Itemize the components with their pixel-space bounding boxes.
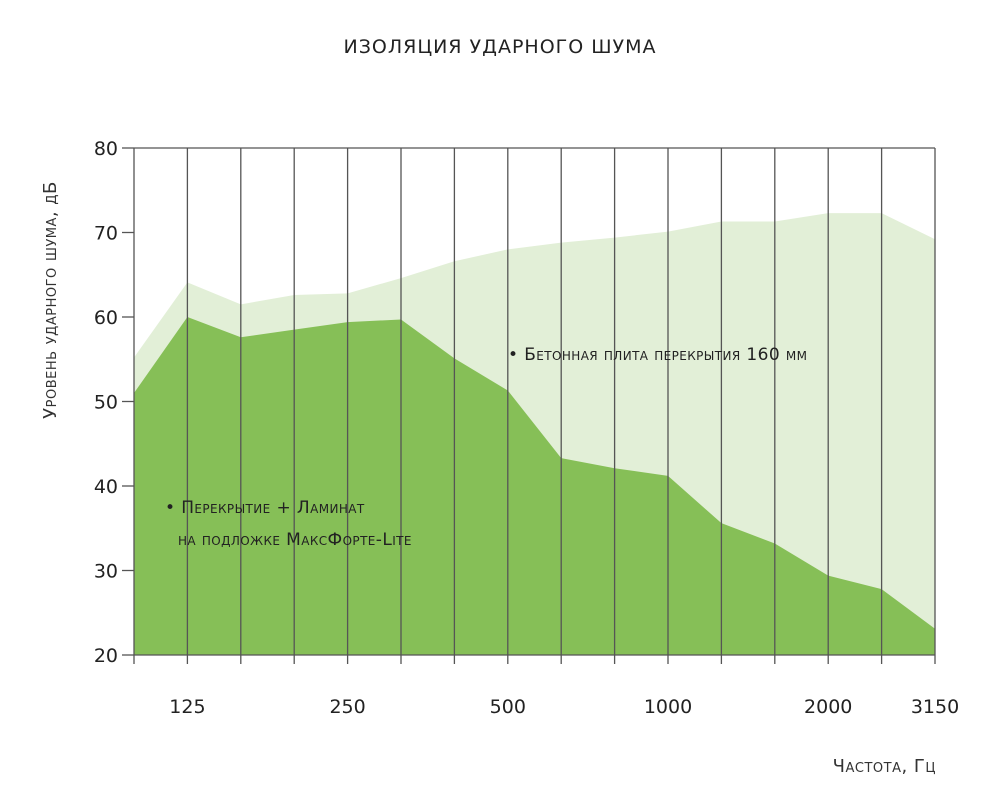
y-tick-label: 40 — [94, 476, 118, 498]
y-axis-label: Уровень ударного шума, дБ — [40, 181, 61, 419]
area-series-1 — [134, 317, 935, 655]
area-series-group — [134, 213, 935, 655]
x-tick-label: 250 — [329, 696, 365, 718]
x-tick-label: 1000 — [644, 696, 692, 718]
chart-title: ИЗОЛЯЦИЯ УДАРНОГО ШУМА — [343, 36, 656, 58]
y-tick-label: 60 — [94, 307, 118, 329]
annotation-laminate-line2: на подложке МаксФорте-Lite — [178, 530, 412, 550]
x-tick-label: 500 — [490, 696, 526, 718]
y-tick-labels: 20 30 40 50 60 70 80 — [94, 138, 118, 667]
y-tick-label: 50 — [94, 392, 118, 414]
x-tick-label: 3150 — [911, 696, 959, 718]
annotation-concrete-slab: • Бетонная плита перекрытия 160 мм — [508, 345, 807, 365]
x-axis-label: Частота, Гц — [833, 756, 936, 777]
annotation-laminate-line1: • Перекрытие + Ламинат — [165, 498, 365, 518]
x-tick-label: 125 — [169, 696, 205, 718]
y-tick-label: 80 — [94, 138, 118, 160]
x-tick-labels: 125 250 500 1000 2000 3150 — [169, 696, 959, 718]
y-tick-label: 30 — [94, 561, 118, 583]
grid-group — [122, 147, 936, 664]
y-tick-label: 70 — [94, 223, 118, 245]
y-tick-label: 20 — [94, 645, 118, 667]
x-tick-label: 2000 — [804, 696, 852, 718]
